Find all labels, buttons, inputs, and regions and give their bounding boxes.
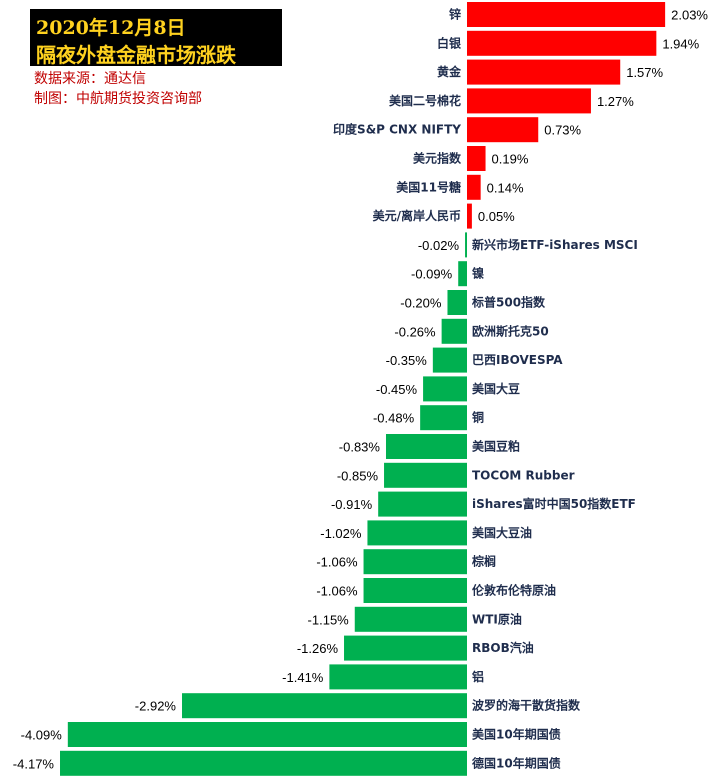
category-label: 德国10年期国债 (472, 755, 561, 770)
title-box: 2020年12月8日 隔夜外盘金融市场涨跌 (30, 9, 282, 67)
category-label: 黄金 (437, 64, 462, 79)
value-label: 0.05% (478, 209, 515, 224)
category-label: 美国11号糖 (396, 179, 461, 194)
value-label: -0.20% (400, 296, 442, 311)
bar (465, 232, 467, 258)
bar (467, 203, 472, 229)
bar (354, 606, 467, 632)
value-label: -1.26% (297, 641, 339, 656)
chart-maker: 制图：中航期货投资咨询部 (34, 91, 202, 107)
value-label: 0.14% (487, 180, 524, 195)
bar (344, 635, 467, 661)
category-label: 伦敦布伦特原油 (472, 583, 556, 598)
value-label: -4.09% (21, 728, 63, 743)
category-label: 镍 (472, 266, 484, 281)
bar (329, 664, 467, 690)
value-label: -0.09% (411, 267, 453, 282)
value-label: 1.94% (662, 36, 699, 51)
bar (467, 30, 657, 56)
category-label: 美国二号棉花 (389, 93, 461, 108)
value-label: -0.02% (418, 238, 460, 253)
value-label: -4.17% (13, 756, 55, 771)
category-label: 新兴市场ETF-iShares MSCI (472, 237, 638, 252)
value-label: -0.48% (373, 411, 415, 426)
bar (423, 376, 467, 402)
bar (384, 462, 467, 488)
category-label: 波罗的海干散货指数 (472, 698, 581, 713)
value-label: 0.19% (492, 152, 529, 167)
bar (60, 750, 468, 776)
category-label: 铝 (472, 669, 484, 684)
category-label: 印度S&P CNX NIFTY (333, 122, 461, 137)
category-label: 锌 (449, 7, 461, 22)
bar (363, 578, 467, 603)
bar (420, 405, 467, 431)
value-label: -0.45% (376, 382, 418, 397)
bar (432, 347, 467, 373)
value-label: 0.73% (544, 123, 581, 138)
bar (385, 434, 467, 459)
category-label: RBOB汽油 (472, 640, 534, 655)
category-label: 美国豆粕 (472, 439, 520, 454)
bar (378, 491, 467, 517)
value-label: -0.91% (331, 497, 373, 512)
value-label: -1.06% (316, 555, 358, 570)
value-label: -2.92% (135, 699, 177, 714)
chart-date: 2020年12月8日 (36, 17, 186, 39)
bar (447, 290, 467, 315)
bar (458, 261, 467, 287)
category-label: 铜 (472, 410, 484, 425)
bar (363, 549, 467, 575)
category-label: 标普500指数 (471, 295, 546, 310)
value-label: -1.41% (282, 670, 324, 685)
bar (67, 722, 467, 747)
value-label: -1.15% (308, 612, 350, 627)
data-source: 数据来源：通达信 (34, 71, 146, 87)
bar (467, 146, 486, 171)
bar (182, 693, 467, 719)
bar (367, 520, 467, 546)
bar (467, 88, 591, 114)
category-label: 白银 (437, 35, 462, 50)
category-label: 棕榈 (471, 554, 496, 569)
chart-title: 隔夜外盘金融市场涨跌 (36, 43, 236, 67)
value-label: -1.06% (316, 584, 358, 599)
category-label: 美元指数 (413, 151, 462, 166)
value-label: -0.83% (339, 440, 381, 455)
category-label: iShares富时中国50指数ETF (472, 496, 636, 511)
category-label: 巴西IBOVESPA (472, 353, 563, 367)
value-label: -0.85% (337, 468, 379, 483)
category-label: 欧洲斯托克50 (472, 323, 549, 338)
value-label: -1.02% (320, 526, 362, 541)
value-label: 2.03% (671, 8, 708, 23)
category-label: 美国10年期国债 (472, 727, 561, 742)
bar (467, 174, 481, 200)
bar (467, 2, 666, 27)
category-label: 美元/离岸人民币 (373, 208, 461, 223)
category-label: TOCOM Rubber (472, 468, 575, 482)
value-label: -0.26% (394, 324, 436, 339)
bar (441, 318, 467, 344)
category-label: WTI原油 (472, 611, 522, 626)
value-label: -0.35% (386, 353, 428, 368)
value-label: 1.27% (597, 94, 634, 109)
category-label: 美国大豆油 (472, 525, 532, 540)
value-label: 1.57% (626, 65, 663, 80)
bar (467, 117, 539, 143)
category-label: 美国大豆 (472, 381, 520, 396)
bar (467, 59, 621, 85)
